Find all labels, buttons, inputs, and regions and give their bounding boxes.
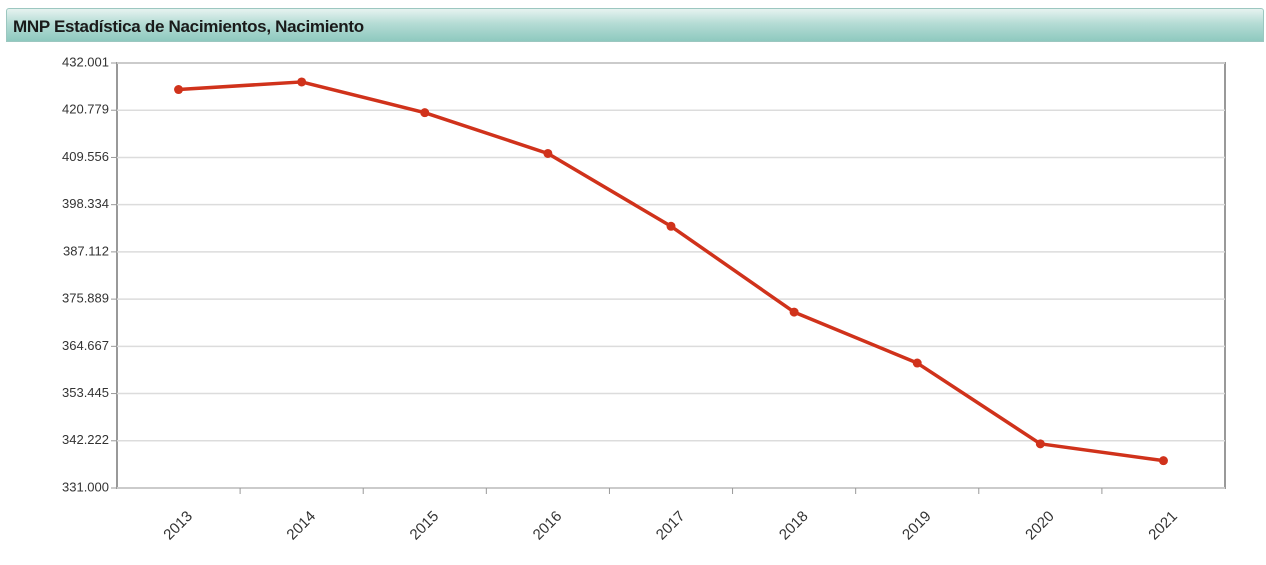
point	[174, 85, 184, 95]
point	[1035, 439, 1045, 449]
point	[666, 221, 676, 231]
point	[420, 108, 430, 118]
y-tick-label: 409.556	[62, 149, 109, 164]
y-tick-label: 364.667	[62, 338, 109, 353]
point	[912, 358, 922, 368]
y-tick-label: 398.334	[62, 196, 109, 211]
line	[178, 80, 1164, 463]
chart-title: MNP Estadística de Nacimientos, Nacimien…	[13, 17, 364, 36]
x-tick-label: 2015	[407, 508, 443, 544]
plot-frame	[116, 62, 1226, 489]
point	[1158, 456, 1168, 466]
point	[543, 148, 553, 158]
x-tick-label: 2014	[283, 508, 319, 544]
x-tick-label: 2017	[653, 508, 689, 544]
x-tick-label: 2013	[160, 508, 196, 544]
x-tick-label: 2018	[776, 508, 812, 544]
x-tick-label: 2016	[530, 508, 566, 544]
y-tick-label: 353.445	[62, 385, 109, 400]
y-tick-label: 331.000	[62, 479, 109, 494]
point	[789, 307, 799, 317]
y-tick-label: 387.112	[63, 243, 109, 258]
y-tick-label: 342.222	[62, 432, 109, 447]
x-tick-label: 2020	[1022, 508, 1058, 544]
y-tick-label: 420.779	[62, 102, 109, 117]
title-bar: MNP Estadística de Nacimientos, Nacimien…	[6, 8, 1264, 42]
y-tick-label: 432.001	[62, 54, 109, 69]
x-tick-label: 2021	[1145, 508, 1181, 544]
x-tick-label: 2019	[899, 508, 935, 544]
point	[297, 77, 307, 87]
y-tick-label: 375.889	[62, 291, 109, 306]
